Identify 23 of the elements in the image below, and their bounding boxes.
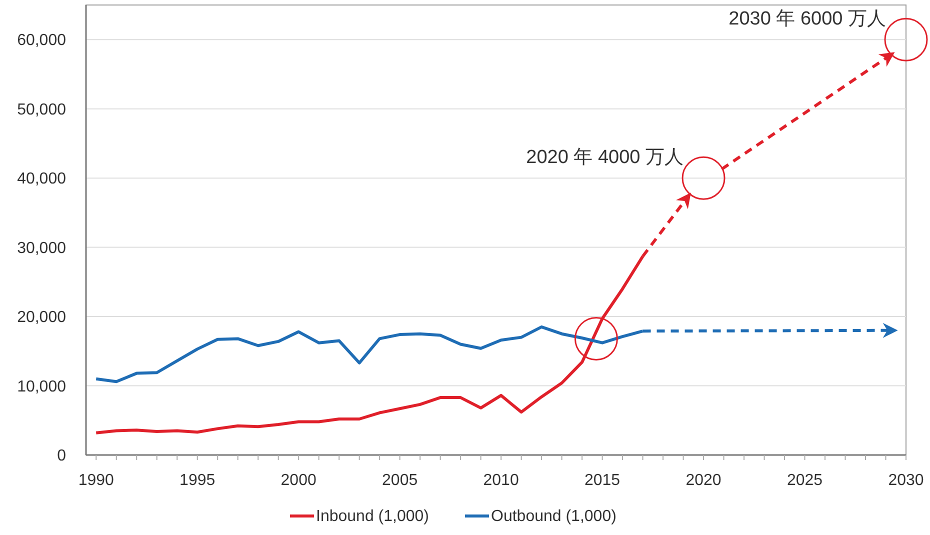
y-tick-label: 20,000	[17, 309, 66, 326]
x-tick-label: 1995	[180, 472, 216, 489]
y-tick-label: 0	[57, 448, 66, 465]
x-tick-label: 1990	[78, 472, 114, 489]
annotation: 2020 年 4000 万人	[526, 147, 684, 168]
point	[682, 156, 726, 200]
x-tick-label: 2030	[888, 472, 924, 489]
legend-label: Inbound (1,000)	[316, 508, 429, 525]
x-tick-label: 2000	[280, 472, 316, 489]
y-tick-label: 60,000	[17, 32, 66, 50]
y-tick-label: 40,000	[17, 170, 66, 188]
y-tick-label: 50,000	[17, 101, 66, 118]
annotation: 2030 年 6000 万人	[728, 8, 886, 30]
x-tick-label: 2005	[382, 472, 418, 489]
x-tick-label: 2010	[483, 472, 519, 489]
y-tick-label: 30,000	[17, 240, 66, 257]
legend-label: Outbound (1,000)	[491, 508, 616, 525]
x-tick-label: 2015	[584, 472, 620, 489]
point	[884, 18, 928, 62]
y-tick-label: 10,000	[17, 378, 66, 396]
x-tick-label: 2020	[686, 472, 722, 489]
x-tick-label: 2025	[786, 472, 823, 489]
point	[574, 316, 618, 360]
